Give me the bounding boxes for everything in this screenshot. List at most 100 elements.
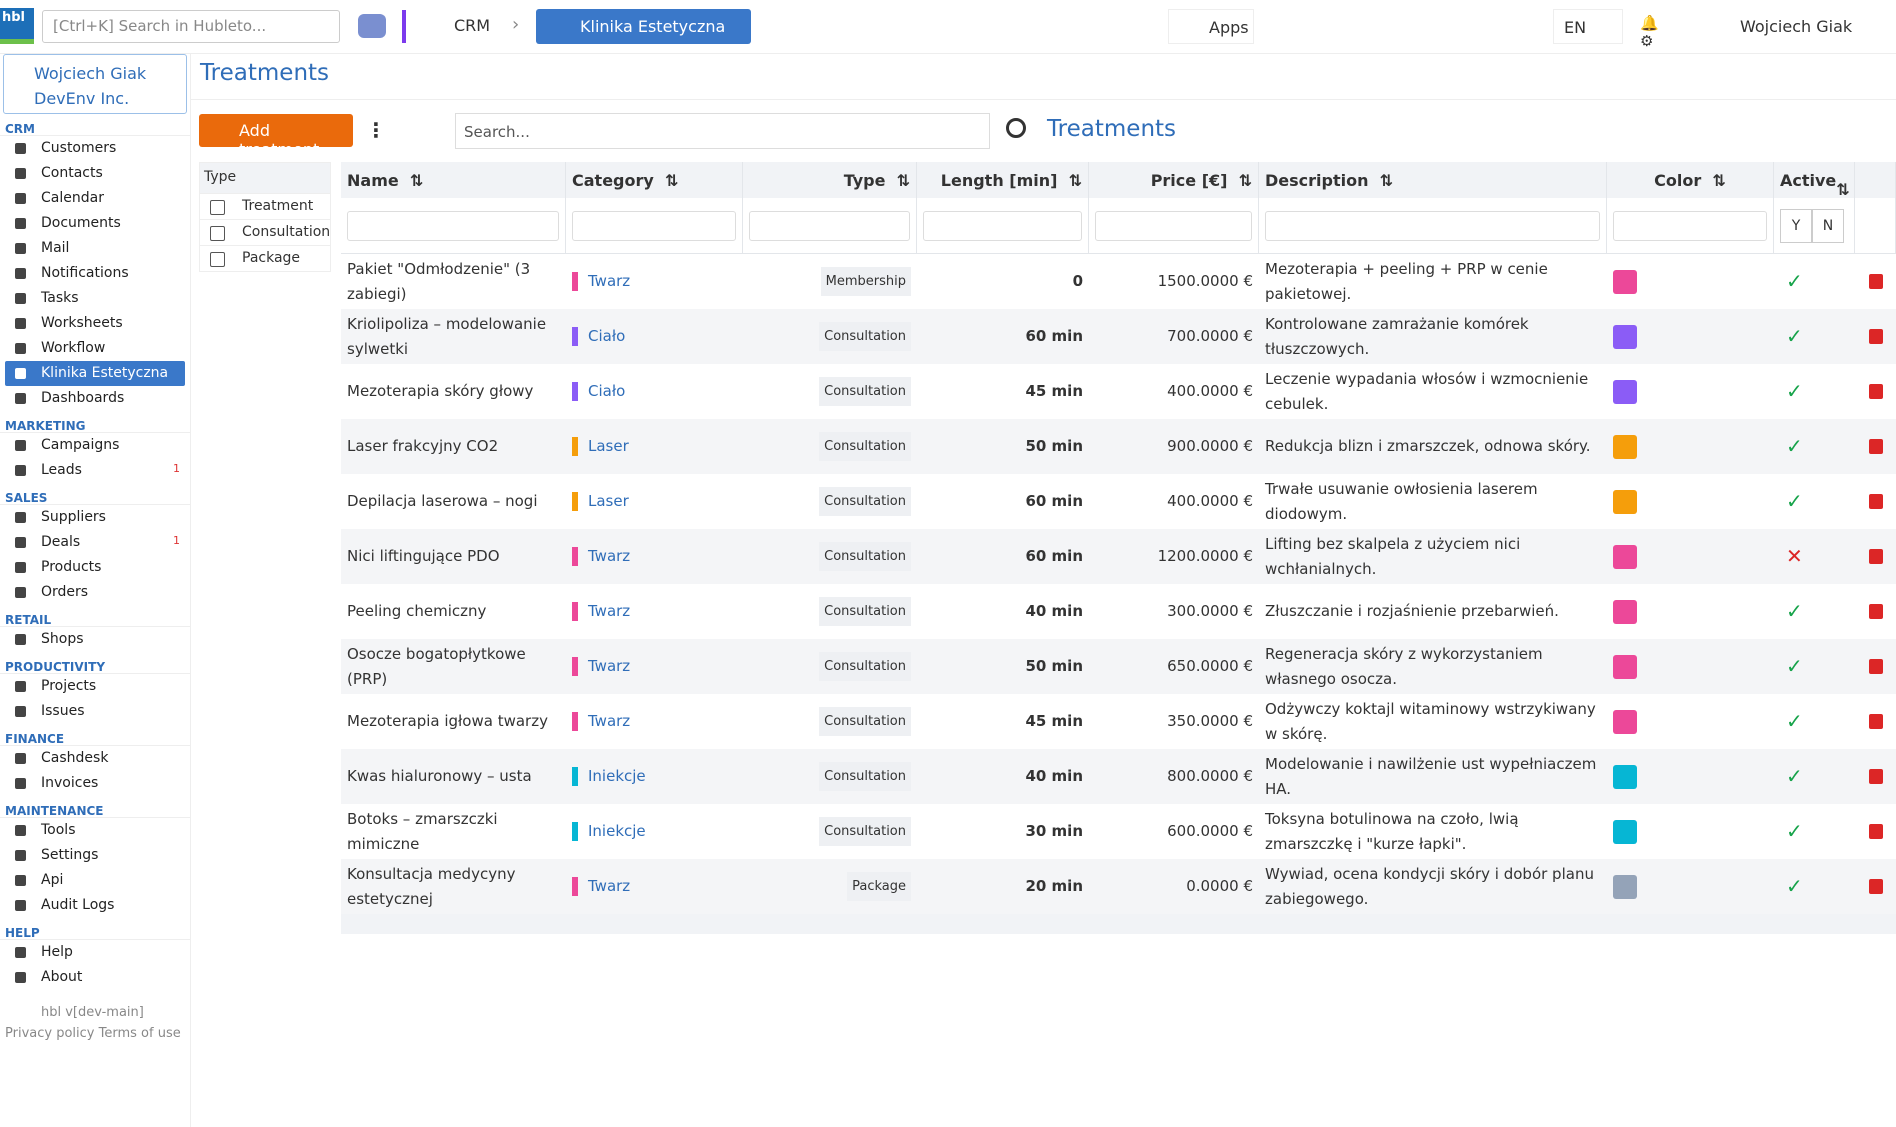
delete-button[interactable]	[1868, 714, 1883, 729]
nav-item[interactable]: Products	[0, 555, 190, 580]
nav-item[interactable]: Tools	[0, 818, 190, 843]
table-row[interactable]: Depilacja laserowa – nogi Laser Consultati…	[341, 474, 1896, 529]
table-row[interactable]: Laser frakcyjny CO2 Laser Consultation 50 m…	[341, 419, 1896, 474]
column-filter[interactable]	[1265, 210, 1600, 241]
delete-button[interactable]	[1868, 439, 1883, 454]
delete-button[interactable]	[1868, 824, 1883, 839]
table-search[interactable]: Search...	[455, 113, 990, 149]
table-row[interactable]: Botoks – zmarszczki mimiczne Iniekcje Cons…	[341, 804, 1896, 859]
apps-button[interactable]: Apps	[1168, 9, 1254, 44]
delete-button[interactable]	[1868, 769, 1883, 784]
delete-button[interactable]	[1868, 604, 1883, 619]
table-row[interactable]: Kriolipoliza – modelowanie sylwetki Ciało…	[341, 309, 1896, 364]
nav-item[interactable]: Help	[0, 940, 190, 965]
table-row[interactable]: Kwas hialuronowy – usta Iniekcje Consultat…	[341, 749, 1896, 804]
app-selector[interactable]: Klinika Estetyczna	[536, 9, 751, 44]
nav-item[interactable]: Klinika Estetyczna	[5, 361, 185, 386]
nav-item[interactable]: About	[0, 965, 190, 990]
sort-icon[interactable]: ⇅	[1227, 170, 1252, 190]
delete-button[interactable]	[1868, 329, 1883, 344]
column-filter[interactable]	[572, 210, 736, 241]
column-filter[interactable]	[923, 210, 1082, 241]
nav-item[interactable]: Leads 1	[0, 458, 190, 483]
column-title[interactable]: Type	[843, 170, 886, 190]
sort-icon[interactable]: ⇅	[1057, 170, 1082, 190]
nav-item[interactable]: Worksheets	[0, 311, 190, 336]
search-icon[interactable]	[1006, 118, 1026, 138]
column-title[interactable]: Category	[572, 170, 654, 190]
nav-badge: 1	[173, 534, 180, 547]
nav-item[interactable]: Suppliers	[0, 505, 190, 530]
nav-item[interactable]: Audit Logs	[0, 893, 190, 918]
delete-button[interactable]	[1868, 549, 1883, 564]
sort-icon[interactable]: ⇅	[1836, 161, 1850, 199]
sort-icon[interactable]: ⇅	[885, 170, 910, 190]
nav-item[interactable]: Notifications	[0, 261, 190, 286]
sort-icon[interactable]: ⇅	[398, 170, 424, 190]
table-row[interactable]: Osocze bogatopłytkowe (PRP) Twarz Consulta…	[341, 639, 1896, 694]
nav-item[interactable]: Contacts	[0, 161, 190, 186]
filter-option[interactable]: Package	[200, 245, 330, 271]
table-row[interactable]: Peeling chemiczny Twarz Consultation 40 min…	[341, 584, 1896, 639]
sort-icon[interactable]: ⇅	[1701, 170, 1726, 190]
nav-item[interactable]: Orders	[0, 580, 190, 605]
cell: ✓	[1774, 364, 1855, 419]
delete-button[interactable]	[1868, 384, 1883, 399]
breadcrumb[interactable]: CRM	[402, 10, 504, 43]
column-title[interactable]: Color	[1654, 170, 1702, 190]
nav-item[interactable]: Shops	[0, 627, 190, 652]
add-button[interactable]: Add treatment	[199, 114, 353, 159]
table-row[interactable]: Konsultacja medycyny estetycznej Twarz Pac…	[341, 859, 1896, 914]
sort-icon[interactable]: ⇅	[653, 170, 679, 190]
table-row[interactable]: Mezoterapia skóry głowy Ciało Consultation…	[341, 364, 1896, 419]
active-toggle[interactable]: Y	[1780, 208, 1812, 243]
delete-button[interactable]	[1868, 494, 1883, 509]
column-title[interactable]: Length [min]	[940, 170, 1058, 190]
nav-item[interactable]: Settings	[0, 843, 190, 868]
column-filter[interactable]	[1095, 210, 1252, 241]
nav-item[interactable]: Api	[0, 868, 190, 893]
nav-item[interactable]: Projects	[0, 674, 190, 699]
nav-item[interactable]: Calendar	[0, 186, 190, 211]
nav-item[interactable]: Customers	[0, 136, 190, 161]
column-title[interactable]: Price [€]	[1150, 170, 1228, 190]
more-menu[interactable]: ⋮	[366, 118, 386, 142]
delete-button[interactable]	[1868, 879, 1883, 894]
table-row[interactable]: Mezoterapia igłowa twarzy Twarz Consultati…	[341, 694, 1896, 749]
column-title[interactable]: Active	[1780, 170, 1837, 190]
notifications[interactable]: 🔔 ⚙	[1640, 14, 1659, 50]
filter-option[interactable]: Treatment	[200, 193, 330, 219]
table-row[interactable]: Pakiet "Odmłodzenie" (3 zabiegi) Twarz Mem…	[341, 254, 1896, 309]
user-name: Wojciech Giak	[34, 64, 147, 83]
active-toggle[interactable]: N	[1812, 208, 1844, 243]
nav-item[interactable]: Dashboards	[0, 386, 190, 411]
assistant-button[interactable]	[358, 14, 386, 38]
nav-item[interactable]: Campaigns	[0, 433, 190, 458]
filter-option[interactable]: Consultation	[200, 219, 330, 245]
user-box[interactable]: Wojciech Giak DevEnv Inc.	[3, 54, 187, 114]
nav-item[interactable]: Documents	[0, 211, 190, 236]
nav-item[interactable]: Mail	[0, 236, 190, 261]
column-filter[interactable]	[1613, 210, 1767, 241]
sort-icon[interactable]: ⇅	[1368, 170, 1394, 190]
column-filter[interactable]	[749, 210, 910, 241]
delete-button[interactable]	[1868, 274, 1883, 289]
cell: Mezoterapia skóry głowy	[341, 364, 566, 419]
logo[interactable]: hbl	[0, 8, 34, 44]
nav-item[interactable]: Invoices	[0, 771, 190, 796]
nav-item[interactable]: Cashdesk	[0, 746, 190, 771]
nav-item[interactable]: Tasks	[0, 286, 190, 311]
delete-button[interactable]	[1868, 659, 1883, 674]
language[interactable]: EN	[1553, 9, 1623, 44]
global-search[interactable]: [Ctrl+K] Search in Hubleto...	[42, 10, 340, 43]
nav-item[interactable]: Issues	[0, 699, 190, 724]
user-menu[interactable]: Wojciech Giak	[1740, 17, 1853, 36]
nav-item[interactable]: Deals 1	[0, 530, 190, 555]
column-title[interactable]: Description	[1265, 170, 1369, 190]
table-row[interactable]: Nici liftingujące PDO Twarz Consultation 60…	[341, 529, 1896, 584]
column-filter[interactable]	[347, 210, 559, 241]
privacy-link[interactable]: Privacy policy	[5, 1026, 95, 1041]
terms-link[interactable]: Terms of use	[98, 1026, 181, 1041]
column-title[interactable]: Name	[347, 170, 399, 190]
nav-item[interactable]: Workflow	[0, 336, 190, 361]
